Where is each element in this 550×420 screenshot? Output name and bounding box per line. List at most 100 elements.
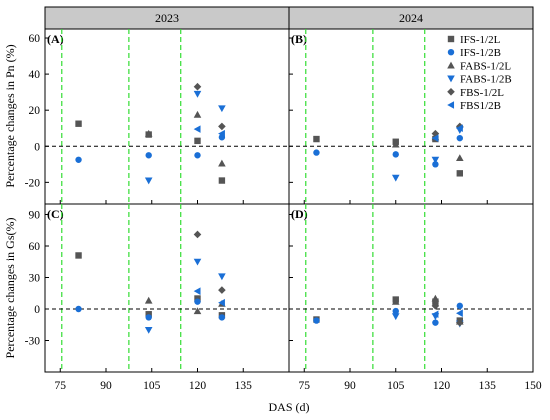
- point-p1-s1-2: [432, 161, 439, 168]
- panel-label-b: (B): [291, 32, 307, 46]
- x-tick-label-c0-0: 75: [55, 380, 67, 392]
- x-tick-label-c0-1: 90: [100, 380, 112, 392]
- legend-marker-2: [447, 61, 455, 69]
- point-p2-s5-1: [218, 298, 225, 307]
- point-p2-s4-0: [193, 230, 202, 239]
- point-p0-s1-2: [194, 152, 201, 159]
- point-p2-s2-1: [193, 307, 202, 315]
- legend-marker-5: [447, 101, 455, 109]
- legend-marker-3: [447, 75, 455, 83]
- point-p1-s4-0: [431, 129, 440, 138]
- chart-marks: -20 0 20 40 60 -30 0 30 60 90 75 90 105 120 135 75 90 105…: [25, 29, 542, 392]
- point-p3-s1-1: [392, 307, 399, 315]
- point-p3-s0-2: [432, 298, 439, 305]
- point-p2-s1-3: [218, 314, 226, 321]
- point-p0-s3-2: [218, 105, 226, 113]
- point-p1-s1-0: [313, 149, 320, 156]
- point-p1-s1-1: [392, 151, 399, 158]
- panel-label-c: (C): [47, 207, 64, 221]
- point-p2-s1-1: [145, 314, 152, 321]
- point-p2-s3-1: [193, 258, 202, 266]
- x-tick-label-c0-2: 105: [143, 380, 161, 392]
- point-p3-s1-3: [456, 302, 463, 310]
- x-tick-label-c1-2: 105: [387, 380, 405, 392]
- point-p2-s4-1: [218, 286, 226, 294]
- y-tick-label-r0-3: 40: [29, 69, 41, 81]
- header-2024: 2024: [399, 11, 423, 25]
- y-tick-label-r1-1: 0: [34, 304, 40, 316]
- point-p1-s0-0: [313, 135, 320, 143]
- y-tick-label-r0-0: -20: [25, 177, 41, 189]
- legend-label-4: FBS-1/2L: [460, 87, 504, 99]
- point-p1-s5-0: [431, 134, 439, 142]
- y-tick-label-r1-0: -30: [25, 336, 41, 348]
- y-axis-label-gs: Percentage changes in Gs(%): [3, 218, 17, 359]
- x-axis-label: DAS (d): [269, 400, 310, 414]
- point-p3-s2-0: [391, 297, 400, 305]
- point-p1-s2-0: [391, 140, 400, 148]
- point-p0-s3-0: [144, 177, 153, 185]
- legend-label-2: FABS-1/2L: [460, 60, 511, 72]
- point-p0-s0-3: [218, 177, 226, 184]
- point-p1-s2-2: [456, 154, 464, 162]
- point-p1-s3-1: [431, 156, 440, 164]
- legend-label-0: IFS-1/2L: [460, 34, 501, 46]
- legend-label-5: FBS1/2B: [460, 100, 501, 112]
- point-p3-s5-1: [456, 309, 463, 317]
- point-p2-s1-0: [75, 305, 82, 313]
- panel-frame-a: [44, 28, 290, 205]
- point-p3-s4-0: [431, 302, 440, 310]
- y-tick-label-r0-2: 20: [29, 105, 41, 117]
- point-p0-s4-1: [218, 122, 226, 131]
- point-p0-s5-1: [218, 129, 225, 138]
- point-p1-s3-0: [391, 174, 400, 182]
- point-p0-s1-1: [145, 152, 152, 159]
- point-p3-s2-1: [431, 294, 440, 302]
- point-p0-s2-2: [218, 159, 226, 167]
- y-tick-label-r1-2: 30: [29, 273, 41, 285]
- y-tick-label-r1-3: 60: [29, 241, 41, 253]
- point-p0-s2-0: [144, 129, 153, 137]
- x-tick-label-c1-5: 150: [524, 380, 542, 392]
- x-tick-label-c0-4: 135: [235, 380, 253, 392]
- legend-label-1: IFS-1/2B: [460, 47, 501, 59]
- panel-frame-d: [288, 203, 534, 373]
- point-p0-s3-1: [193, 90, 202, 98]
- panel-label-d: (D): [291, 207, 308, 221]
- y-tick-label-r1-4: 90: [29, 210, 41, 222]
- legend-marker-0: [447, 35, 455, 43]
- x-tick-label-c1-3: 120: [433, 380, 451, 392]
- x-tick-label-c1-0: 75: [299, 380, 311, 392]
- point-p1-s0-3: [456, 170, 463, 177]
- point-p3-s1-0: [313, 317, 320, 324]
- point-p2-s1-2: [194, 298, 201, 305]
- panel-frame-c: [44, 203, 290, 373]
- y-tick-label-r0-1: 0: [34, 141, 40, 153]
- legend-label-3: FABS-1/2B: [460, 74, 512, 86]
- point-p0-s4-0: [193, 82, 202, 91]
- y-axis-label-pn: Percentage changes in Pn (%): [3, 44, 17, 187]
- point-p2-s3-0: [144, 326, 153, 334]
- point-p2-s3-2: [218, 273, 226, 281]
- point-p1-s1-3: [456, 134, 463, 142]
- point-p0-s0-0: [75, 120, 82, 127]
- point-p3-s3-0: [391, 313, 400, 321]
- point-p0-s5-0: [193, 125, 201, 133]
- point-p2-s0-0: [75, 252, 82, 259]
- point-p1-s5-1: [456, 124, 463, 133]
- legend-marker-1: [447, 49, 455, 56]
- x-tick-label-c0-3: 120: [189, 380, 207, 392]
- panel-label-a: (A): [47, 32, 64, 46]
- y-tick-label-r0-4: 60: [29, 33, 41, 45]
- point-p3-s4-1: [456, 318, 464, 327]
- x-tick-label-c1-4: 135: [479, 380, 497, 392]
- point-p2-s5-0: [193, 287, 201, 295]
- point-p3-s5-0: [431, 310, 439, 319]
- legend-marker-4: [447, 88, 455, 96]
- point-p3-s1-2: [432, 319, 439, 326]
- header-2023: 2023: [155, 11, 179, 25]
- point-p2-s2-0: [144, 296, 153, 304]
- x-tick-label-c1-1: 90: [344, 380, 356, 392]
- point-p0-s1-0: [75, 156, 82, 163]
